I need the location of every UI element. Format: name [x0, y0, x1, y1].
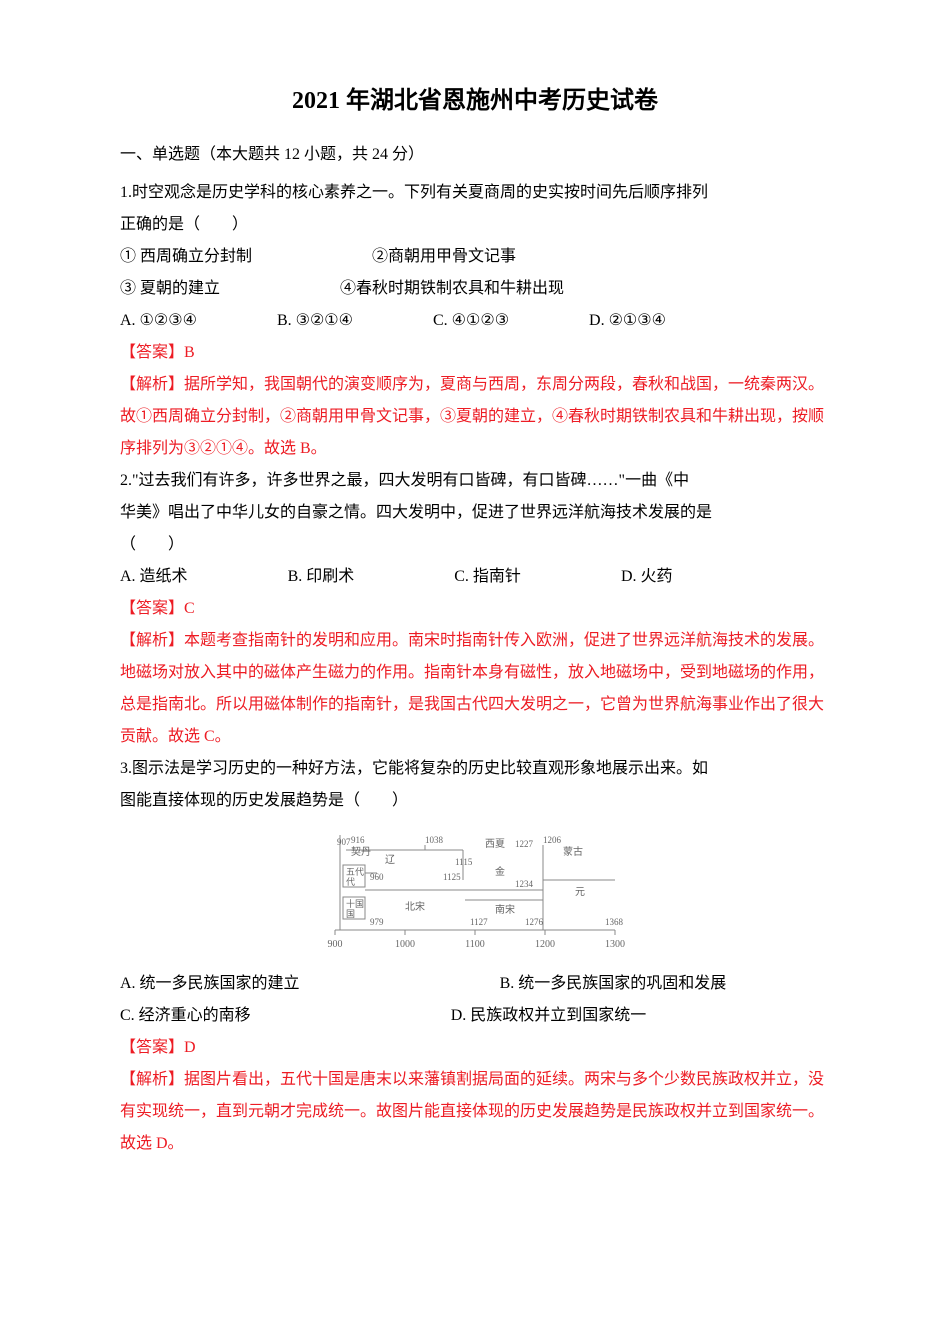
- q3-optD: D. 民族政权并立到国家统一: [451, 1000, 647, 1032]
- lbl-1115: 1115: [455, 857, 473, 867]
- section-header: 一、单选题（本大题共 12 小题，共 24 分）: [120, 139, 830, 171]
- q2-explanation: 【解析】本题考查指南针的发明和应用。南宋时指南针传入欧洲，促进了世界远洋航海技术…: [120, 625, 830, 753]
- lbl-qidan: 契丹: [351, 845, 371, 858]
- lbl-907: 907: [337, 837, 351, 847]
- q1-answer: 【答案】B: [120, 337, 830, 369]
- q3-optB: B. 统一多民族国家的巩固和发展: [500, 968, 727, 1000]
- q2-options: A. 造纸术 B. 印刷术 C. 指南针 D. 火药: [120, 561, 830, 593]
- lbl-beisong: 北宋: [405, 900, 425, 913]
- lbl-1227: 1227: [515, 839, 534, 849]
- lbl-1234: 1234: [515, 879, 534, 889]
- q2-stem-line2: 华美》唱出了中华儿女的自豪之情。四大发明中，促进了世界远洋航海技术发展的是: [120, 497, 830, 529]
- q1-item1: ① 西周确立分封制: [120, 241, 252, 273]
- lbl-guo2: 国: [346, 909, 355, 919]
- lbl-liao: 辽: [385, 854, 395, 866]
- lbl-1127: 1127: [470, 917, 488, 927]
- q3-options-row2: C. 经济重心的南移 D. 民族政权并立到国家统一: [120, 1000, 830, 1032]
- lbl-1368: 1368: [605, 917, 624, 927]
- lbl-menggu: 蒙古: [563, 845, 583, 858]
- q1-stem-line1: 1.时空观念是历史学科的核心素养之一。下列有关夏商周的史实按时间先后顺序排列: [120, 177, 830, 209]
- q1-stem-line2: 正确的是（ ）: [120, 209, 830, 241]
- q1-items-row2: ③ 夏朝的建立 ④春秋时期铁制农具和牛耕出现: [120, 273, 830, 305]
- xlabel-1200: 1200: [535, 939, 555, 950]
- lbl-shiguo: 十国: [346, 898, 364, 909]
- q1-optC: C. ④①②③: [433, 305, 509, 337]
- q1-item4: ④春秋时期铁制农具和牛耕出现: [340, 273, 564, 305]
- lbl-jin: 金: [495, 865, 505, 878]
- xlabel-900: 900: [328, 939, 343, 950]
- q3-optC: C. 经济重心的南移: [120, 1000, 251, 1032]
- q3-timeline-chart: 900 1000 1100 1200 1300 907 916 契丹 辽 103…: [120, 825, 830, 960]
- lbl-xixia: 西夏: [485, 838, 505, 850]
- lbl-1276: 1276: [525, 917, 544, 927]
- lbl-1038: 1038: [425, 835, 444, 845]
- xlabel-1300: 1300: [605, 939, 625, 950]
- question-2: 2."过去我们有许多，许多世界之最，四大发明有口皆碑，有口皆碑……"一曲《中 华…: [120, 465, 830, 753]
- lbl-yuan: 元: [575, 887, 585, 898]
- q1-item2: ②商朝用甲骨文记事: [372, 241, 516, 273]
- q2-stem-line3: （ ）: [120, 529, 830, 561]
- q2-optB: B. 印刷术: [288, 561, 355, 593]
- q2-stem-line1: 2."过去我们有许多，许多世界之最，四大发明有口皆碑，有口皆碑……"一曲《中: [120, 465, 830, 497]
- lbl-979: 979: [370, 917, 384, 927]
- lbl-nansong: 南宋: [495, 903, 515, 916]
- q3-answer: 【答案】D: [120, 1032, 830, 1064]
- q2-answer: 【答案】C: [120, 593, 830, 625]
- q1-optD: D. ②①③④: [589, 305, 666, 337]
- lbl-wudai: 五代: [346, 867, 364, 877]
- q2-optD: D. 火药: [621, 561, 673, 593]
- q3-options-row1: A. 统一多民族国家的建立 B. 统一多民族国家的巩固和发展: [120, 968, 830, 1000]
- q2-optA: A. 造纸术: [120, 561, 188, 593]
- q1-explanation: 【解析】据所学知，我国朝代的演变顺序为，夏商与西周，东周分两段，春秋和战国，一统…: [120, 369, 830, 465]
- q1-optB: B. ③②①④: [277, 305, 353, 337]
- lbl-916: 916: [351, 835, 365, 845]
- xlabel-1000: 1000: [395, 939, 415, 950]
- page-title: 2021 年湖北省恩施州中考历史试卷: [120, 80, 830, 115]
- lbl-dai2: 代: [346, 877, 355, 887]
- q1-options: A. ①②③④ B. ③②①④ C. ④①②③ D. ②①③④: [120, 305, 830, 337]
- q3-stem-line1: 3.图示法是学习历史的一种好方法，它能将复杂的历史比较直观形象地展示出来。如: [120, 753, 830, 785]
- question-3: 3.图示法是学习历史的一种好方法，它能将复杂的历史比较直观形象地展示出来。如 图…: [120, 753, 830, 1160]
- q3-explanation: 【解析】据图片看出，五代十国是唐末以来藩镇割据局面的延续。两宋与多个少数民族政权…: [120, 1064, 830, 1160]
- exam-page: 2021 年湖北省恩施州中考历史试卷 一、单选题（本大题共 12 小题，共 24…: [0, 0, 950, 1220]
- q3-stem-line2: 图能直接体现的历史发展趋势是（ ）: [120, 785, 830, 817]
- xlabel-1100: 1100: [465, 939, 485, 950]
- question-1: 1.时空观念是历史学科的核心素养之一。下列有关夏商周的史实按时间先后顺序排列 正…: [120, 177, 830, 465]
- q1-item3: ③ 夏朝的建立: [120, 273, 220, 305]
- q1-optA: A. ①②③④: [120, 305, 197, 337]
- q2-optC: C. 指南针: [454, 561, 521, 593]
- timeline-svg: 900 1000 1100 1200 1300 907 916 契丹 辽 103…: [315, 825, 635, 955]
- q3-optA: A. 统一多民族国家的建立: [120, 968, 300, 1000]
- q1-items-row1: ① 西周确立分封制 ②商朝用甲骨文记事: [120, 241, 830, 273]
- lbl-1206: 1206: [543, 835, 562, 845]
- lbl-1125: 1125: [443, 872, 461, 882]
